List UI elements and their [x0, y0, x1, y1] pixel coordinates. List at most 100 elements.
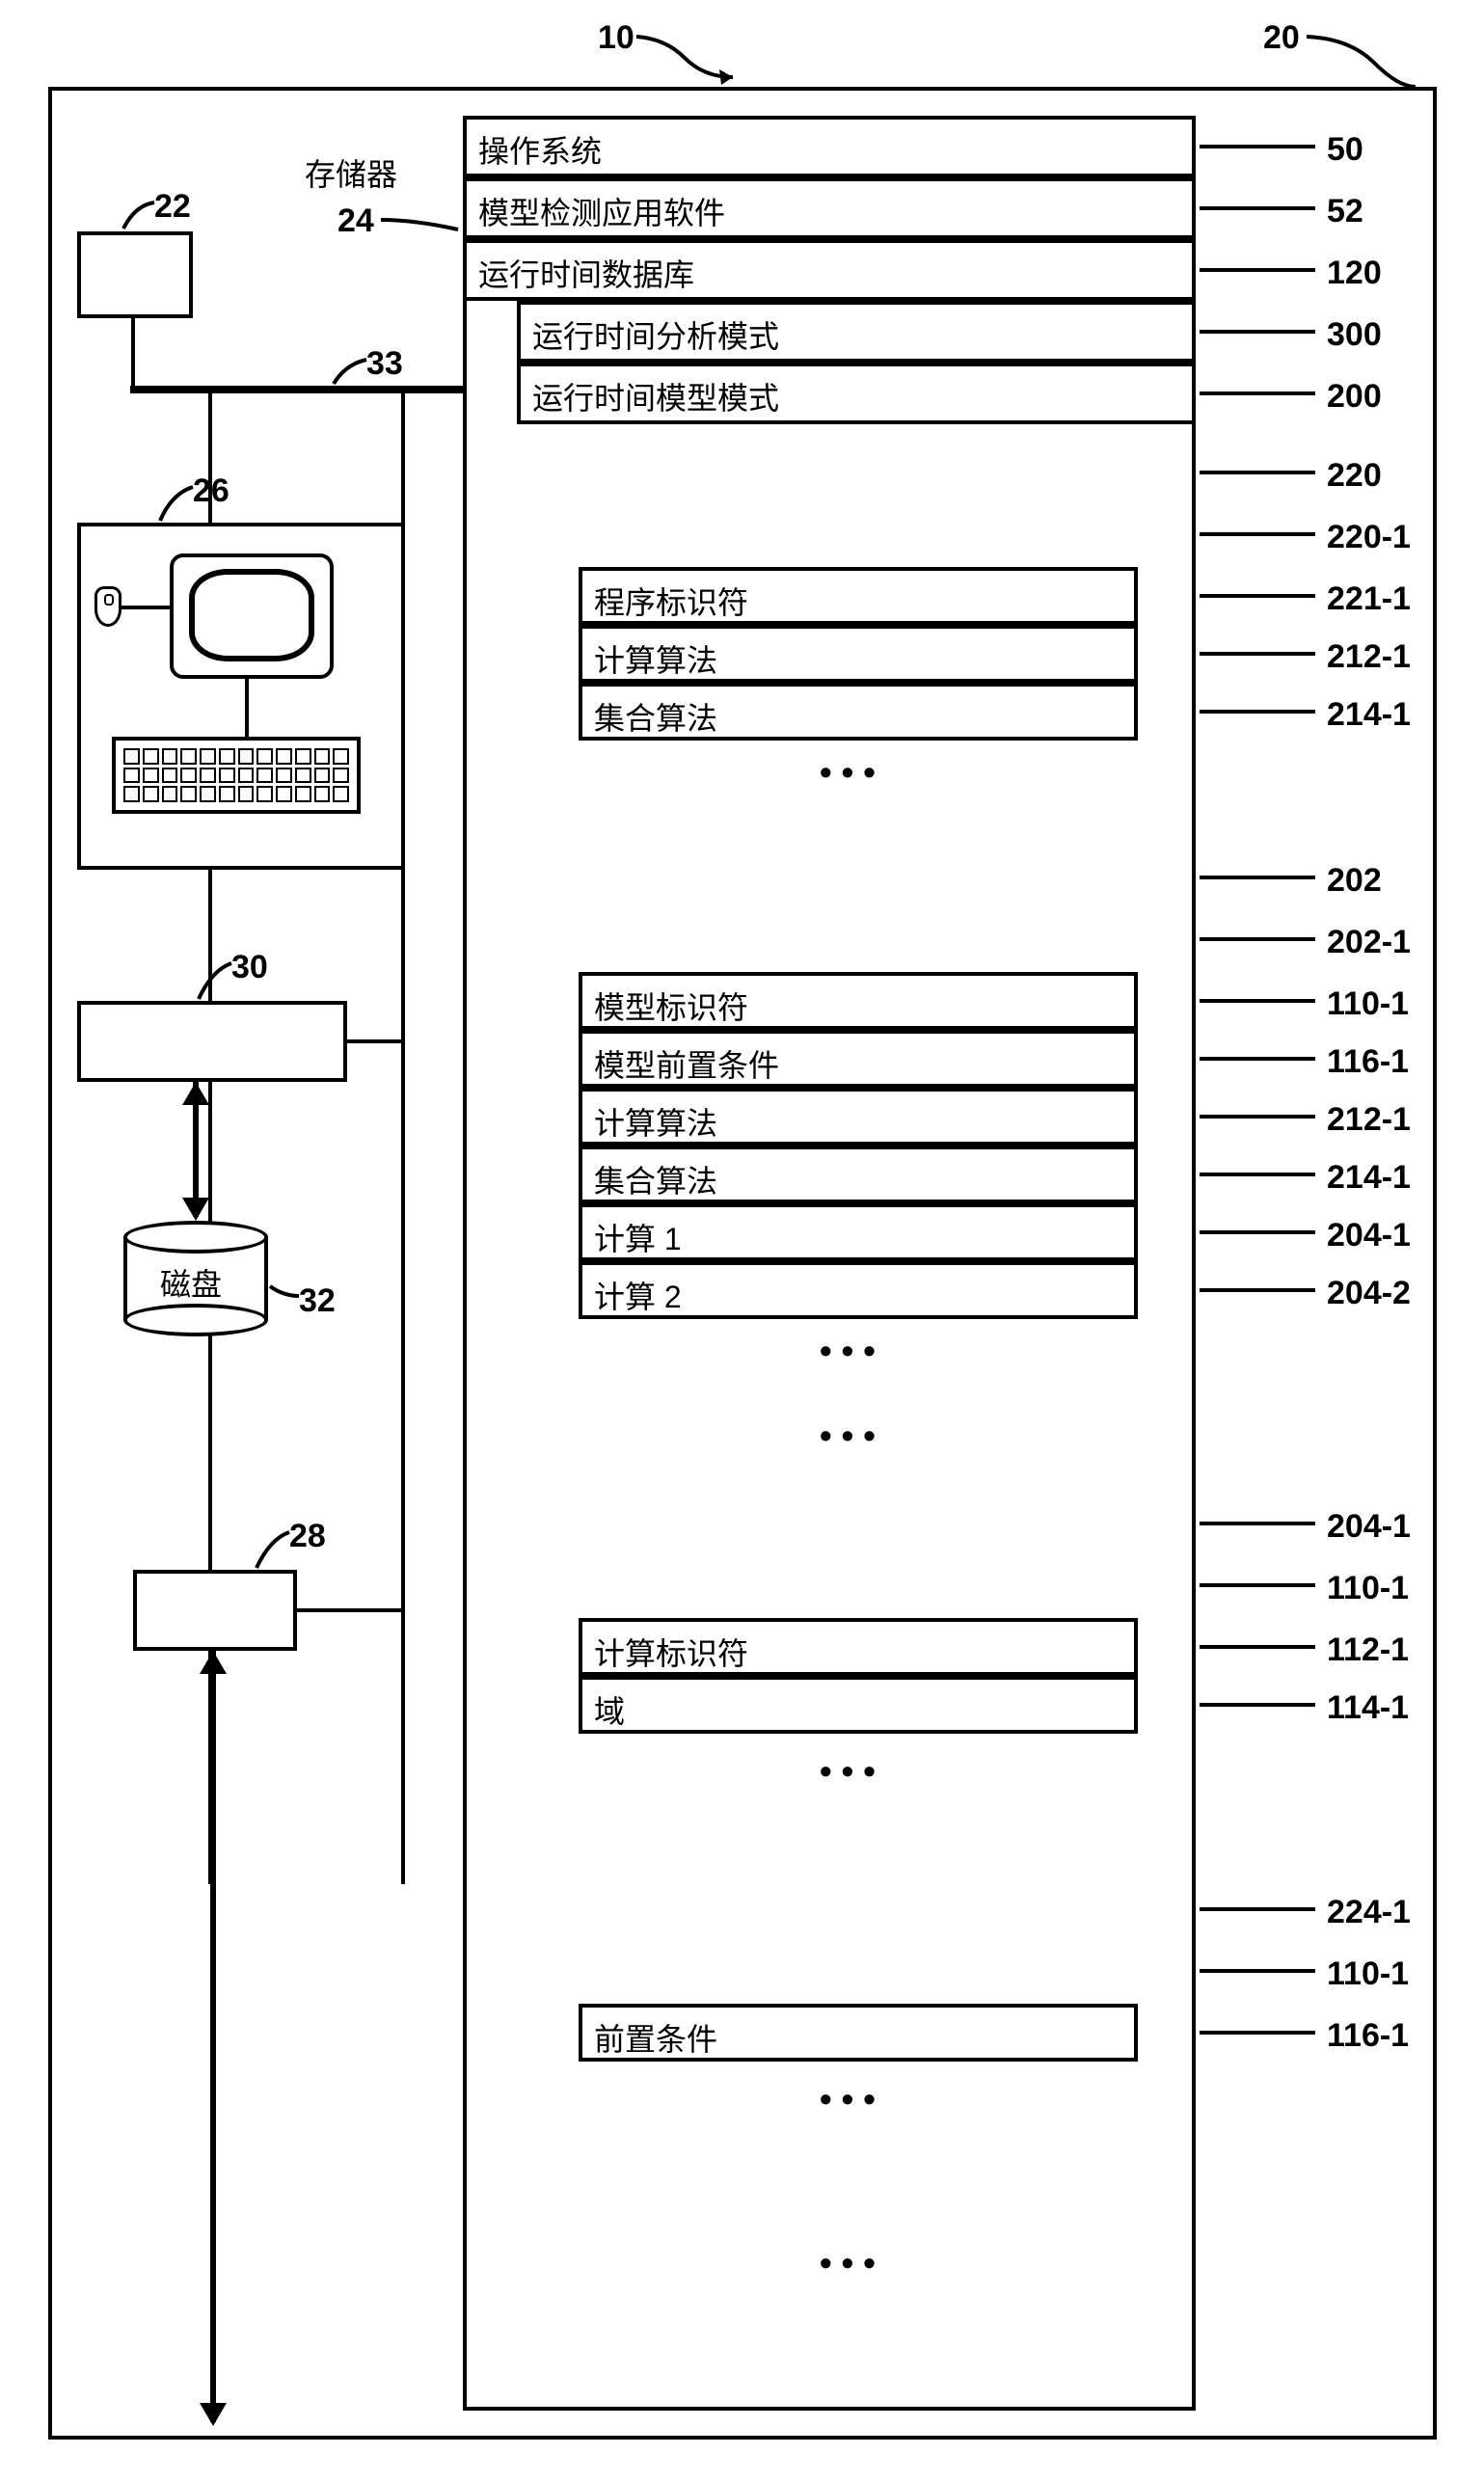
lead-50 [1200, 145, 1315, 148]
ellipsis-prog1: ••• [820, 752, 885, 793]
row-prog-id: 程序标识符 [579, 567, 1138, 625]
row-calc2-label: 计算 2 [594, 1280, 682, 1314]
row-prog-id-label: 程序标识符 [594, 585, 748, 620]
mouse-cable [121, 606, 170, 609]
nic-to-spine [297, 1608, 405, 1612]
lead-m110-1 [1200, 999, 1315, 1003]
leader-nic [251, 1527, 299, 1574]
ellipsis-calc: ••• [820, 1751, 885, 1792]
lead-c204-1 [1200, 1522, 1315, 1525]
row-rt-model-mode: 运行时间模型模式 [517, 363, 1196, 424]
lead-220 [1200, 471, 1315, 474]
lead-52 [1200, 206, 1315, 210]
row-os-label: 操作系统 [478, 134, 602, 169]
leader-memory [376, 212, 463, 241]
arrow-down-nic [200, 2403, 227, 2426]
cpu-box [77, 231, 193, 318]
row-calc2: 计算 2 [579, 1261, 1138, 1319]
leader-bus [328, 355, 376, 390]
row-model-precond-label: 模型前置条件 [594, 1048, 779, 1083]
row-calc-id: 计算标识符 [579, 1618, 1138, 1676]
refnum-m204-1: 204-1 [1327, 1217, 1411, 1254]
refnum-p224-1: 224-1 [1327, 1894, 1411, 1931]
refnum-120: 120 [1327, 255, 1382, 292]
diskctrl-to-spine [347, 1039, 405, 1043]
row-precond-label: 前置条件 [594, 2022, 717, 2057]
lead-120 [1200, 268, 1315, 272]
refnum-214-1a: 214-1 [1327, 696, 1411, 734]
row-runtime-db-label: 运行时间数据库 [478, 257, 694, 292]
lead-c110-1 [1200, 1583, 1315, 1587]
row-model-id: 模型标识符 [579, 972, 1138, 1030]
row-precond: 前置条件 [579, 2004, 1138, 2062]
row-domain-label: 域 [594, 1694, 625, 1729]
arrow-down-disk [182, 1198, 209, 1221]
lead-m214-1 [1200, 1173, 1315, 1176]
refnum-202: 202 [1327, 862, 1382, 900]
lead-m204-1 [1200, 1230, 1315, 1234]
lead-m116-1 [1200, 1057, 1315, 1061]
refnum-52: 52 [1327, 193, 1363, 230]
leader-10 [627, 29, 742, 87]
lead-300 [1200, 330, 1315, 334]
row-set-algo-b-label: 集合算法 [594, 1164, 717, 1199]
refnum-200: 200 [1327, 378, 1382, 416]
arrow-up-diskctrl [182, 1082, 209, 1105]
refnum-20: 20 [1263, 19, 1300, 57]
disk-ctrl-box [77, 1001, 347, 1082]
lead-c114-1 [1200, 1703, 1315, 1707]
lead-m204-2 [1200, 1288, 1315, 1292]
row-set-algo-a-label: 集合算法 [594, 701, 717, 736]
monitor-screen-icon [189, 569, 314, 661]
row-runtime-db: 运行时间数据库 [463, 239, 1196, 301]
lead-221-1 [1200, 594, 1315, 598]
row-set-algo-b: 集合算法 [579, 1146, 1138, 1203]
lead-p110-1 [1200, 1969, 1315, 1973]
ellipsis-bottom: ••• [820, 2243, 885, 2283]
lead-212-1a [1200, 652, 1315, 656]
lead-c112-1 [1200, 1645, 1315, 1649]
row-calc-algo-b: 计算算法 [579, 1088, 1138, 1146]
cpu-bus-vline [131, 318, 135, 390]
lead-202-1 [1200, 937, 1315, 941]
row-rt-analysis-mode: 运行时间分析模式 [517, 301, 1196, 363]
lead-m212-1 [1200, 1115, 1315, 1119]
row-model-id-label: 模型标识符 [594, 990, 748, 1025]
refnum-c112-1: 112-1 [1327, 1632, 1409, 1669]
lead-p224-1 [1200, 1907, 1315, 1911]
refnum-c110-1: 110-1 [1327, 1570, 1409, 1607]
row-calc-algo-b-label: 计算算法 [594, 1106, 717, 1141]
row-model-precond: 模型前置条件 [579, 1030, 1138, 1088]
refnum-220: 220 [1327, 457, 1382, 495]
row-set-algo-a: 集合算法 [579, 683, 1138, 741]
refnum-221-1: 221-1 [1327, 580, 1411, 618]
leader-disk [266, 1282, 305, 1311]
refnum-m214-1: 214-1 [1327, 1159, 1411, 1197]
leader-cpu [116, 198, 164, 236]
refnum-212-1a: 212-1 [1327, 638, 1411, 676]
nic-box [133, 1570, 297, 1651]
refnum-m110-1: 110-1 [1327, 985, 1409, 1023]
refnum-p116-1: 116-1 [1327, 2017, 1409, 2055]
refnum-300: 300 [1327, 316, 1382, 354]
nic-down-link [210, 1651, 216, 2422]
lead-202 [1200, 876, 1315, 879]
row-calc-algo-a: 计算算法 [579, 625, 1138, 683]
row-calc1-label: 计算 1 [594, 1222, 682, 1256]
disk-label: 磁盘 [160, 1269, 222, 1300]
keyboard-icon [112, 737, 361, 814]
spine-to-mem [401, 390, 463, 393]
leader-disk-ctrl [193, 958, 241, 1005]
ellipsis-precond: ••• [820, 2079, 885, 2119]
lead-p116-1 [1200, 2031, 1315, 2035]
leader-ui-group [154, 482, 202, 526]
refnum-m204-2: 204-2 [1327, 1275, 1411, 1312]
lead-220-1 [1200, 532, 1315, 536]
refnum-202-1: 202-1 [1327, 924, 1411, 961]
refnum-50: 50 [1327, 131, 1363, 169]
row-rt-model-label: 运行时间模型模式 [532, 381, 779, 416]
row-calc-algo-a-label: 计算算法 [594, 643, 717, 678]
refnum-c204-1: 204-1 [1327, 1508, 1411, 1546]
row-modelcheck-label: 模型检测应用软件 [478, 196, 725, 230]
row-rt-analysis-label: 运行时间分析模式 [532, 319, 779, 354]
